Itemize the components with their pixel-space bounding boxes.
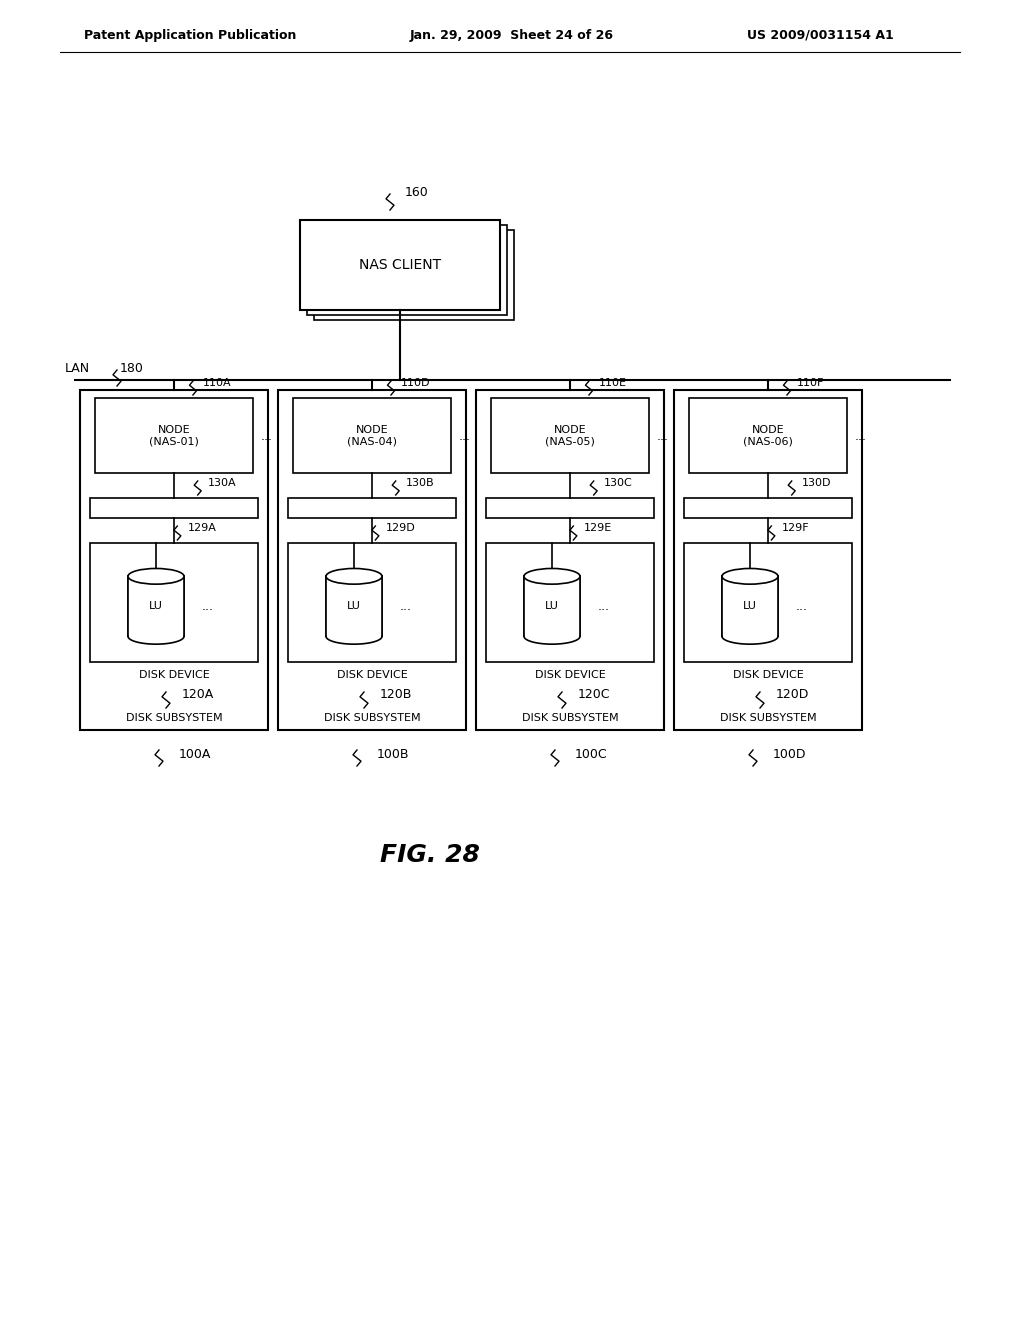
Text: FIG. 28: FIG. 28 — [380, 843, 480, 867]
Bar — [684, 543, 852, 663]
Text: ...: ... — [202, 599, 214, 612]
Bar — [90, 498, 258, 517]
Bar — [90, 543, 258, 663]
Text: ...: ... — [657, 429, 669, 442]
Bar — [288, 498, 456, 517]
Text: 130B: 130B — [406, 478, 434, 488]
Text: LU: LU — [150, 602, 163, 611]
Bar — [689, 399, 847, 473]
Ellipse shape — [326, 569, 382, 585]
Text: 120D: 120D — [776, 689, 809, 701]
Text: 110E: 110E — [599, 378, 627, 388]
Text: US 2009/0031154 A1: US 2009/0031154 A1 — [746, 29, 893, 41]
Bar — [486, 498, 654, 517]
Text: NODE
(NAS-01): NODE (NAS-01) — [150, 425, 199, 446]
Bar — [128, 577, 184, 636]
Bar — [684, 498, 852, 517]
Text: ...: ... — [598, 599, 610, 612]
Bar — [476, 389, 664, 730]
Text: LU: LU — [347, 602, 360, 611]
Bar — [486, 543, 654, 663]
Text: 110D: 110D — [401, 378, 430, 388]
Text: 180: 180 — [120, 362, 144, 375]
Bar — [80, 389, 268, 730]
Text: 130D: 130D — [802, 478, 831, 488]
Ellipse shape — [128, 569, 184, 585]
Text: NODE
(NAS-04): NODE (NAS-04) — [347, 425, 397, 446]
Text: ...: ... — [459, 429, 471, 442]
Text: DISK SUBSYSTEM: DISK SUBSYSTEM — [521, 713, 618, 723]
Text: NODE
(NAS-05): NODE (NAS-05) — [545, 425, 595, 446]
Text: 100B: 100B — [377, 748, 410, 762]
Ellipse shape — [722, 569, 778, 585]
Bar — [674, 389, 862, 730]
Text: ...: ... — [855, 429, 867, 442]
Text: 110F: 110F — [797, 378, 824, 388]
Text: 120B: 120B — [380, 689, 413, 701]
Text: 120A: 120A — [182, 689, 214, 701]
Bar — [722, 577, 778, 636]
Bar — [314, 230, 514, 319]
Text: DISK SUBSYSTEM: DISK SUBSYSTEM — [720, 713, 816, 723]
Bar — [300, 220, 500, 310]
Bar — [288, 543, 456, 663]
Text: DISK DEVICE: DISK DEVICE — [535, 671, 605, 680]
Text: NODE
(NAS-06): NODE (NAS-06) — [743, 425, 793, 446]
Text: Patent Application Publication: Patent Application Publication — [84, 29, 296, 41]
Text: 130A: 130A — [208, 478, 237, 488]
Bar — [490, 399, 649, 473]
Text: 129A: 129A — [187, 523, 216, 533]
Text: 130C: 130C — [604, 478, 633, 488]
Bar — [95, 399, 253, 473]
Text: DISK SUBSYSTEM: DISK SUBSYSTEM — [324, 713, 420, 723]
Bar — [524, 577, 580, 636]
Bar — [326, 577, 382, 636]
Text: 100C: 100C — [575, 748, 607, 762]
Text: ...: ... — [796, 599, 808, 612]
Ellipse shape — [524, 569, 580, 585]
Text: DISK SUBSYSTEM: DISK SUBSYSTEM — [126, 713, 222, 723]
Text: ...: ... — [261, 429, 273, 442]
Text: LAN: LAN — [65, 362, 90, 375]
Text: DISK DEVICE: DISK DEVICE — [337, 671, 408, 680]
Text: LU: LU — [743, 602, 757, 611]
Bar — [293, 399, 451, 473]
Text: 120C: 120C — [578, 689, 610, 701]
Text: Jan. 29, 2009  Sheet 24 of 26: Jan. 29, 2009 Sheet 24 of 26 — [410, 29, 614, 41]
Bar — [307, 224, 507, 315]
Text: ...: ... — [400, 599, 412, 612]
Bar — [278, 389, 466, 730]
Text: 129E: 129E — [584, 523, 611, 533]
Text: DISK DEVICE: DISK DEVICE — [138, 671, 209, 680]
Text: DISK DEVICE: DISK DEVICE — [732, 671, 804, 680]
Text: 100A: 100A — [179, 748, 211, 762]
Text: NAS CLIENT: NAS CLIENT — [359, 257, 441, 272]
Text: 110A: 110A — [203, 378, 231, 388]
Text: LU: LU — [545, 602, 559, 611]
Text: 100D: 100D — [773, 748, 807, 762]
Text: 160: 160 — [406, 186, 429, 199]
Text: 129D: 129D — [385, 523, 415, 533]
Text: 129F: 129F — [781, 523, 809, 533]
